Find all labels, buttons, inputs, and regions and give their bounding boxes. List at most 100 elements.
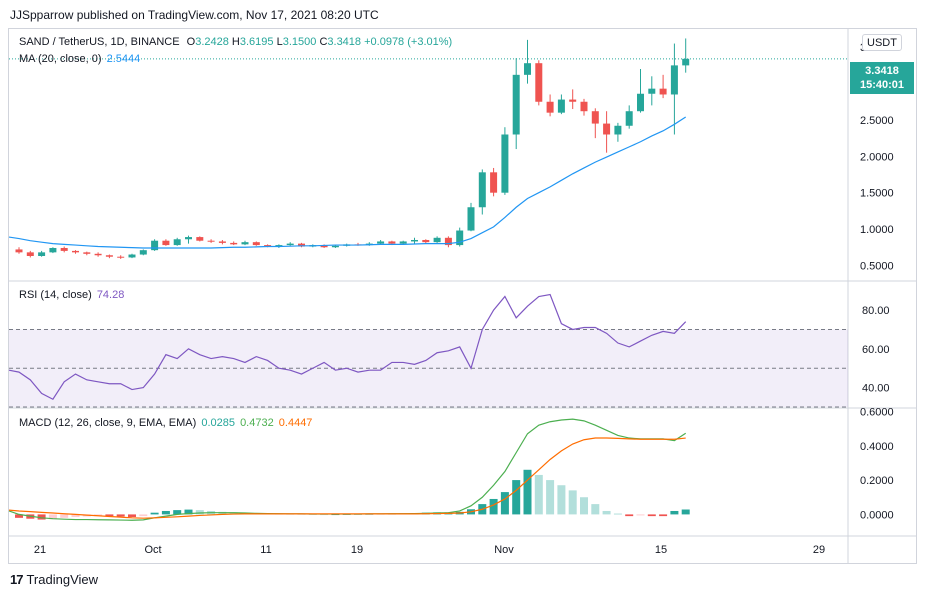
rsi-legend: RSI (14, close) 74.28	[19, 289, 124, 301]
macd-histogram-bar[interactable]	[139, 514, 148, 517]
candle-body[interactable]	[298, 243, 305, 247]
macd-histogram-bar[interactable]	[15, 514, 23, 518]
macd-histogram-bar[interactable]	[523, 469, 532, 515]
macd-histogram-bar[interactable]	[105, 514, 114, 517]
candle-body[interactable]	[38, 252, 46, 256]
signal-line[interactable]	[8, 437, 686, 519]
ma-label[interactable]: MA (20, close, 0)	[19, 53, 102, 65]
candle-body[interactable]	[490, 172, 498, 193]
candle-body[interactable]	[207, 240, 215, 242]
candle-body[interactable]	[117, 256, 125, 258]
candle-body[interactable]	[139, 250, 147, 255]
candle-body[interactable]	[15, 249, 23, 253]
candle-body[interactable]	[185, 237, 192, 240]
candle-body[interactable]	[456, 230, 464, 246]
macd-histogram-bar[interactable]	[195, 510, 204, 515]
candle-body[interactable]	[264, 245, 272, 247]
candle-body[interactable]	[422, 239, 430, 243]
macd-histogram-bar[interactable]	[602, 510, 611, 515]
candle-body[interactable]	[648, 88, 656, 94]
macd-histogram-bar[interactable]	[229, 512, 238, 515]
candle-body[interactable]	[252, 242, 260, 246]
candle-body[interactable]	[275, 245, 283, 247]
candle-body[interactable]	[388, 241, 396, 244]
macd-histogram-bar[interactable]	[150, 512, 159, 515]
macd-histogram-bar[interactable]	[647, 514, 656, 517]
candle-body[interactable]	[83, 252, 91, 254]
macd-histogram-bar[interactable]	[512, 480, 521, 515]
candle-body[interactable]	[478, 172, 486, 208]
rsi-label[interactable]: RSI (14, close)	[19, 289, 92, 301]
candle-body[interactable]	[162, 240, 170, 246]
candle-body[interactable]	[72, 250, 79, 253]
candle-body[interactable]	[603, 123, 611, 135]
candle-body[interactable]	[444, 237, 452, 246]
macd-histogram-bar[interactable]	[37, 514, 46, 520]
macd-histogram-bar[interactable]	[128, 514, 136, 517]
candle-body[interactable]	[411, 239, 418, 242]
candle-body[interactable]	[682, 58, 690, 66]
candle-body[interactable]	[320, 245, 328, 248]
rsi-line[interactable]	[8, 293, 687, 401]
candle-body[interactable]	[173, 239, 181, 246]
macd-histogram-bar[interactable]	[636, 514, 645, 516]
candle-body[interactable]	[625, 111, 633, 126]
macd-histogram-bar[interactable]	[681, 509, 690, 515]
candle-body[interactable]	[128, 254, 136, 258]
candle-body[interactable]	[535, 63, 543, 102]
macd-histogram-bar[interactable]	[557, 485, 566, 515]
macd-histogram-bar[interactable]	[625, 514, 634, 517]
candle-body[interactable]	[546, 101, 554, 113]
candle-body[interactable]	[557, 99, 565, 113]
macd-histogram-bar[interactable]	[161, 510, 170, 515]
candle-body[interactable]	[433, 237, 441, 243]
candle-body[interactable]	[151, 240, 159, 251]
macd-histogram-bar[interactable]	[184, 509, 193, 515]
candle-body[interactable]	[501, 134, 509, 193]
candle-body[interactable]	[569, 99, 577, 102]
candle-body[interactable]	[60, 247, 68, 251]
candle-body[interactable]	[196, 237, 204, 241]
tradingview-brand[interactable]: 17 TradingView	[10, 572, 98, 587]
macd-histogram-bar[interactable]	[568, 490, 577, 515]
candle-body[interactable]	[241, 242, 249, 245]
currency-button[interactable]: USDT	[862, 34, 902, 51]
candle-body[interactable]	[524, 63, 531, 75]
macd-histogram-bar[interactable]	[173, 510, 182, 515]
macd-histogram-bar[interactable]	[659, 514, 668, 517]
candle-body[interactable]	[637, 93, 644, 112]
candle-body[interactable]	[670, 65, 678, 95]
candle-body[interactable]	[26, 252, 34, 256]
macd-histogram-bar[interactable]	[670, 510, 679, 515]
macd-histogram-bar[interactable]	[489, 498, 498, 515]
macd-histogram-bar[interactable]	[60, 514, 69, 518]
candle-body[interactable]	[331, 245, 339, 248]
candle-body[interactable]	[614, 125, 622, 135]
macd-histogram-bar[interactable]	[500, 492, 509, 515]
candle-body[interactable]	[512, 74, 520, 135]
symbol-label[interactable]: SAND / TetherUS, 1D, BINANCE	[19, 36, 180, 48]
ma-line[interactable]	[8, 116, 687, 249]
candle-body[interactable]	[659, 88, 667, 95]
macd-label[interactable]: MACD (12, 26, close, 9, EMA, EMA)	[19, 417, 197, 429]
candle-body[interactable]	[580, 101, 588, 112]
macd-histogram-bar[interactable]	[546, 480, 555, 515]
macd-histogram-bar[interactable]	[116, 514, 125, 517]
macd-histogram-bar[interactable]	[580, 497, 588, 515]
candle-body[interactable]	[467, 207, 475, 231]
macd-histogram-bar[interactable]	[591, 504, 600, 515]
candle-body[interactable]	[286, 243, 294, 246]
candle-body[interactable]	[399, 241, 407, 244]
candle-body[interactable]	[377, 241, 385, 244]
candle-body[interactable]	[105, 255, 113, 257]
candle-body[interactable]	[230, 242, 238, 245]
candle-body[interactable]	[49, 247, 57, 253]
macd-histogram-bar[interactable]	[613, 513, 622, 515]
candle-body[interactable]	[591, 111, 599, 124]
macd-histogram-bar[interactable]	[48, 514, 57, 520]
candle-body[interactable]	[218, 241, 226, 243]
macd-histogram-bar[interactable]	[534, 474, 543, 515]
candle-body[interactable]	[94, 253, 102, 256]
macd-histogram-bar[interactable]	[71, 514, 80, 517]
